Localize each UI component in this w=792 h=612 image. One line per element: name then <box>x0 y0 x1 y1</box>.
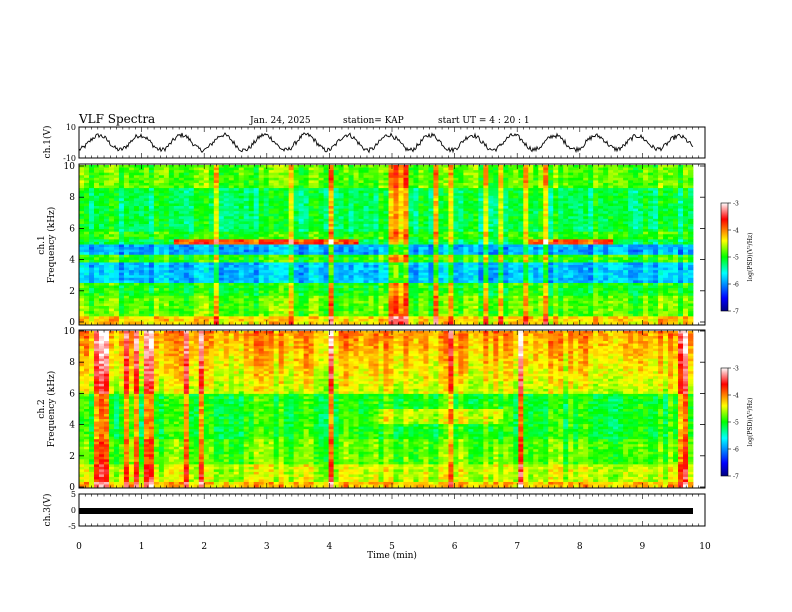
ch2-spec-ylabel: Frequency (kHz) <box>46 371 57 448</box>
x-tick-label: 9 <box>640 542 646 552</box>
ch1-ytick-label: -10 <box>63 154 76 163</box>
ch1-frame <box>78 126 706 159</box>
ch1-spec-ytick-label: 4 <box>69 256 75 266</box>
ch2-colorbar-tick-label: -7 <box>733 474 739 481</box>
ch2-spec-ytick-label: 2 <box>69 452 75 462</box>
ch1-colorbar-label: log(PSD)(V²/Hz) <box>747 233 754 282</box>
ch1-spectrogram-image <box>79 165 694 325</box>
ch1-ylabel: ch.1(V) <box>42 126 53 159</box>
ch2-spectrogram-image <box>79 331 694 488</box>
x-tick-label: 7 <box>514 542 520 552</box>
x-tick-label: 0 <box>76 542 82 552</box>
ch3-ytick-label: 0 <box>71 506 76 515</box>
ch2-spectrogram-panel: 0 2 4 6 8 10 ch.2 Frequency (kHz) -3 -4 -5 -6 -7 … <box>37 327 754 493</box>
x-tick-label: 5 <box>389 542 395 552</box>
x-tick-label: 6 <box>452 542 458 552</box>
ch1-spectrogram-yticks: 0 2 4 6 8 10 <box>64 162 705 328</box>
ch1-ytick-label: 10 <box>66 123 76 132</box>
ch1-colorbar-tick-label: -4 <box>733 228 739 235</box>
ch1-spec-channel-label: ch.1 <box>37 235 47 254</box>
ch1-spec-ytick-label: 2 <box>69 287 75 297</box>
ch2-colorbar-tick-label: -6 <box>733 447 739 454</box>
date-label: Jan. 24, 2025 <box>249 116 311 126</box>
x-tick-label: 10 <box>699 542 711 552</box>
station-label: station= KAP <box>343 116 404 126</box>
ch1-series-line <box>78 132 694 154</box>
ch1-colorbar-tick-label: -7 <box>733 309 739 316</box>
ch1-colorbar-tick-label: -5 <box>733 255 739 262</box>
ch1-spec-ytick-label: 8 <box>69 193 75 203</box>
ch1-colorbar: -3 -4 -5 -6 -7 log(PSD)(V²/Hz) <box>720 201 754 316</box>
ch2-spec-ytick-label: 6 <box>69 389 75 399</box>
ch1-spec-ytick-label: 6 <box>69 224 75 234</box>
ch2-colorbar-tick-label: -4 <box>733 393 739 400</box>
x-axis-tick-labels: 0 1 2 3 4 5 6 7 8 9 10 <box>76 542 711 552</box>
ch1-yticks: 10 -10 <box>63 123 83 163</box>
ch2-colorbar-tick-label: -3 <box>733 366 739 373</box>
ch2-spec-ytick-label: 4 <box>69 421 75 431</box>
ch3-ytick-label: -5 <box>68 522 76 531</box>
x-tick-label: 2 <box>201 542 207 552</box>
ch3-yticks: 5 0 -5 <box>68 490 83 531</box>
x-axis-label: Time (min) <box>367 550 417 561</box>
ch2-spec-channel-label: ch.2 <box>37 399 47 418</box>
ch2-colorbar-tick-label: -5 <box>733 420 739 427</box>
ch2-spec-ytick-label: 0 <box>69 483 75 493</box>
ch2-spec-ytick-label: 10 <box>64 327 76 337</box>
ch1-spec-ytick-label: 0 <box>69 318 75 328</box>
ch1-colorbar-tick-label: -6 <box>733 282 739 289</box>
x-tick-label: 1 <box>139 542 145 552</box>
ch3-ylabel: ch.3(V) <box>42 494 53 527</box>
x-tick-label: 4 <box>327 542 333 552</box>
x-axis-ticks <box>78 127 706 526</box>
x-tick-label: 8 <box>577 542 583 552</box>
ch1-spec-ytick-label: 10 <box>64 162 76 172</box>
ch1-colorbar-tick-label: -3 <box>733 201 739 208</box>
ch3-series-trace <box>79 508 693 514</box>
ch2-colorbar-gradient <box>720 367 729 477</box>
ch3-ytick-label: 5 <box>71 490 76 499</box>
ch2-colorbar: -3 -4 -5 -6 -7 log(PSD)(V²/Hz) <box>720 366 754 481</box>
ch2-spec-ytick-label: 8 <box>69 358 75 368</box>
ch1-spectrogram-panel: 0 2 4 6 8 10 ch.1 Frequency (kHz) -3 -4 -5 -6 -7 … <box>37 162 754 328</box>
ch1-panel: 10 -10 ch.1(V) <box>42 123 706 163</box>
x-tick-label: 3 <box>264 542 270 552</box>
ch3-panel: 5 0 -5 ch.3(V) <box>42 490 706 531</box>
figure-title: VLF Spectra <box>78 112 155 126</box>
ch2-colorbar-label: log(PSD)(V²/Hz) <box>747 398 754 447</box>
start-ut-label: start UT = 4 : 20 : 1 <box>438 116 530 126</box>
ch1-colorbar-gradient <box>720 202 729 312</box>
ch1-spec-ylabel: Frequency (kHz) <box>46 207 57 284</box>
ch2-spectrogram-yticks: 0 2 4 6 8 10 <box>64 327 705 493</box>
